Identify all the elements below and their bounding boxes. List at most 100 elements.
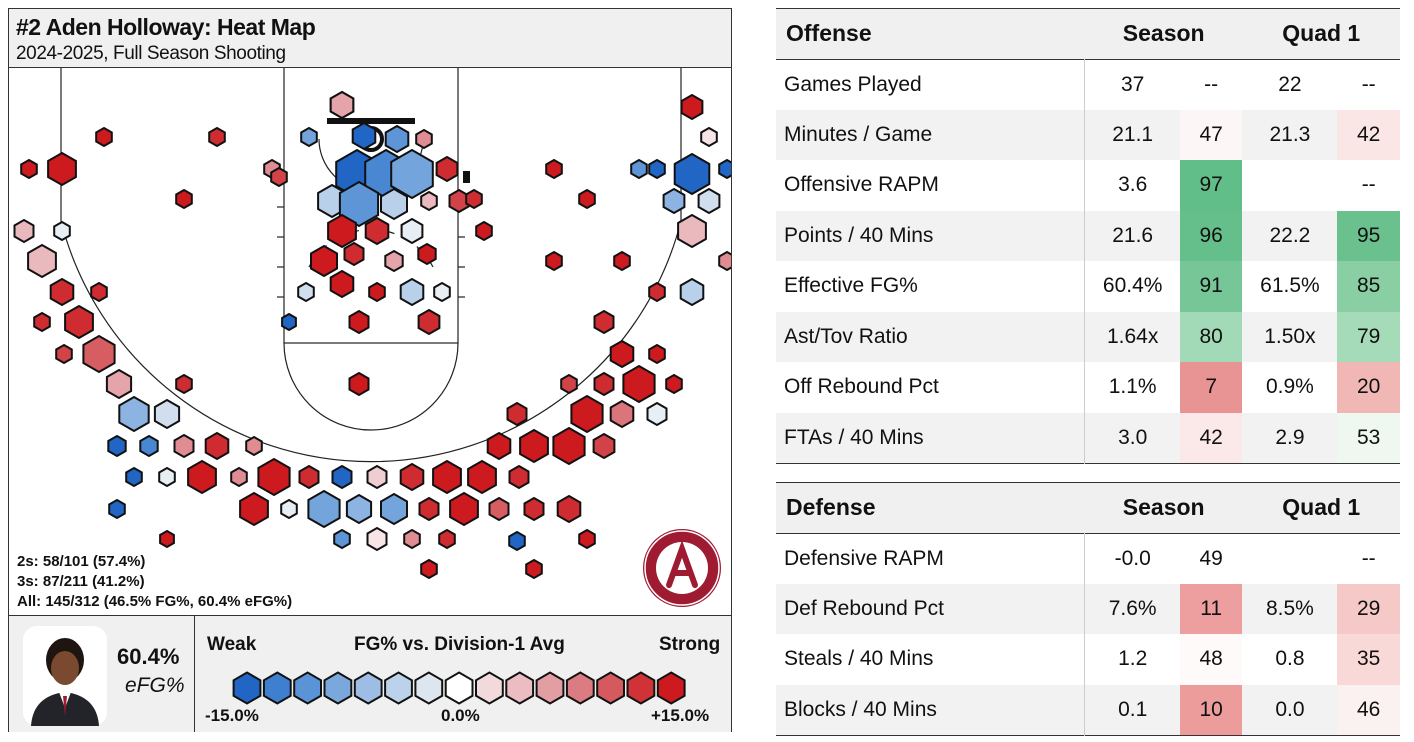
shot-hex bbox=[673, 152, 711, 196]
quad1-value: 8.5% bbox=[1242, 583, 1338, 634]
table-row: Games Played 37 -- 22 -- bbox=[776, 59, 1400, 110]
quad1-value: 2.9 bbox=[1242, 412, 1338, 463]
season-value: 21.1 bbox=[1084, 109, 1180, 160]
season-value: 1.1% bbox=[1108, 375, 1157, 399]
season-percentile: 97 bbox=[1179, 160, 1243, 211]
shot-hex bbox=[53, 220, 71, 242]
shot-hex bbox=[578, 188, 596, 210]
legend-hex bbox=[535, 671, 565, 705]
quad1-percentile: 85 bbox=[1337, 261, 1400, 312]
shot-hex bbox=[403, 528, 421, 550]
shot-hex bbox=[417, 242, 437, 266]
heat-map-panel: #2 Aden Holloway: Heat Map 2024-2025, Fu… bbox=[8, 8, 732, 732]
table-row: Blocks / 40 Mins 0.1 10 0.0 46 bbox=[776, 684, 1400, 735]
shot-hex bbox=[64, 304, 94, 340]
row-label: Offensive RAPM bbox=[776, 160, 1086, 211]
quad1-percentile: 35 bbox=[1337, 634, 1400, 685]
quad1-value: 22.2 bbox=[1242, 210, 1338, 261]
season-value: 0.1 bbox=[1084, 684, 1180, 735]
quad1-percentile: 46 bbox=[1337, 684, 1400, 735]
quad1-percentile: 42 bbox=[1337, 109, 1400, 160]
shot-hex bbox=[578, 528, 596, 550]
free-throw-circle bbox=[283, 342, 459, 431]
threes-stat: 3s: 87/211 (41.2%) bbox=[17, 573, 145, 590]
footer-divider bbox=[194, 616, 195, 732]
all-stat: All: 145/312 (46.5% FG%, 60.4% eFG%) bbox=[17, 593, 293, 610]
shot-hex bbox=[449, 491, 479, 527]
legend-title: FG% vs. Division-1 Avg bbox=[354, 634, 565, 655]
shot-hex bbox=[508, 464, 530, 490]
shot-hex bbox=[467, 459, 497, 495]
quad1-percentile: 29 bbox=[1337, 583, 1400, 634]
legend-hex bbox=[656, 671, 686, 705]
quad1-header: Quad 1 bbox=[1242, 482, 1400, 533]
season-percentile: 96 bbox=[1179, 210, 1243, 261]
shot-hex bbox=[329, 90, 355, 120]
legend-hex bbox=[565, 671, 595, 705]
legend-hex bbox=[596, 671, 625, 705]
shot-hex bbox=[556, 494, 582, 524]
season-percentile: 80 bbox=[1179, 311, 1243, 362]
legend-hex bbox=[293, 671, 322, 705]
season-header: Season bbox=[1084, 482, 1243, 533]
shot-hex bbox=[108, 498, 126, 520]
shot-hex bbox=[175, 188, 193, 210]
legend-hex bbox=[232, 671, 262, 705]
defense-body: Defensive RAPM -0.0 49 -- Def Rebound Pct 7.6… bbox=[776, 533, 1400, 735]
shot-hex bbox=[257, 457, 291, 497]
shot-hex bbox=[95, 126, 113, 148]
shot-hex bbox=[560, 373, 578, 395]
table-row: Ast/Tov Ratio 1.64x 80 1.50x 79 bbox=[776, 311, 1400, 362]
shot-hex bbox=[648, 343, 666, 365]
quad1-value: 0.9% bbox=[1265, 375, 1314, 399]
shot-hex bbox=[552, 426, 586, 466]
shot-hex bbox=[90, 281, 108, 303]
shot-hex bbox=[380, 187, 408, 221]
quad1-value: 0.0 bbox=[1242, 684, 1338, 735]
heat-map-header: #2 Aden Holloway: Heat Map 2024-2025, Fu… bbox=[9, 9, 731, 68]
offense-header-row: Offense Season Quad 1 bbox=[776, 8, 1400, 59]
shot-hex bbox=[380, 492, 408, 526]
defense-table: Defense Season Quad 1 Defensive RAPM -0.0… bbox=[776, 482, 1400, 736]
shot-hex bbox=[432, 459, 462, 495]
quad1-value: 1.50x bbox=[1242, 311, 1338, 362]
legend-strong-label: Strong bbox=[659, 634, 721, 655]
color-legend bbox=[232, 671, 686, 705]
table-row: Def Rebound Pct 7.6% 11 8.5% 29 bbox=[776, 583, 1400, 634]
legend-hex bbox=[414, 671, 444, 705]
legend-hex bbox=[323, 671, 353, 705]
season-value: 60.4% bbox=[1102, 274, 1163, 298]
shot-hex bbox=[665, 373, 683, 395]
quad1-percentile: 79 bbox=[1337, 311, 1400, 362]
shot-hex bbox=[331, 464, 353, 490]
offense-header: Offense bbox=[776, 8, 1085, 59]
shot-hex bbox=[300, 126, 318, 148]
shot-hex bbox=[486, 431, 512, 461]
shot-hex bbox=[613, 250, 631, 272]
legend-hex bbox=[475, 671, 504, 705]
legend-mid-label: 0.0% bbox=[441, 706, 480, 725]
shot-hex bbox=[609, 399, 635, 429]
table-row: Effective FG% 60.4% 91 61.5% 85 bbox=[776, 261, 1400, 312]
shot-hex bbox=[545, 158, 563, 180]
shot-hex bbox=[384, 124, 410, 154]
shot-hex bbox=[329, 269, 355, 299]
shot-hex bbox=[700, 126, 718, 148]
shot-hex bbox=[433, 281, 451, 303]
season-value: 3.0 bbox=[1084, 412, 1180, 463]
table-row: Steals / 40 Mins 1.2 48 0.8 35 bbox=[776, 634, 1400, 685]
quad1-value: 21.3 bbox=[1242, 109, 1338, 160]
shot-hex bbox=[399, 277, 425, 307]
shot-hex bbox=[270, 166, 288, 188]
shot-hex bbox=[159, 529, 175, 549]
shot-hex bbox=[173, 433, 195, 459]
row-label: FTAs / 40 Mins bbox=[776, 412, 1086, 463]
shot-hex bbox=[298, 464, 320, 490]
shot-hex bbox=[508, 530, 526, 552]
shot-hex bbox=[310, 244, 338, 278]
shot-hex bbox=[475, 220, 493, 242]
season-percentile: 91 bbox=[1179, 261, 1243, 312]
legend-hex bbox=[505, 671, 535, 705]
lane-block bbox=[463, 171, 470, 183]
quad1-percentile: -- bbox=[1337, 160, 1400, 211]
